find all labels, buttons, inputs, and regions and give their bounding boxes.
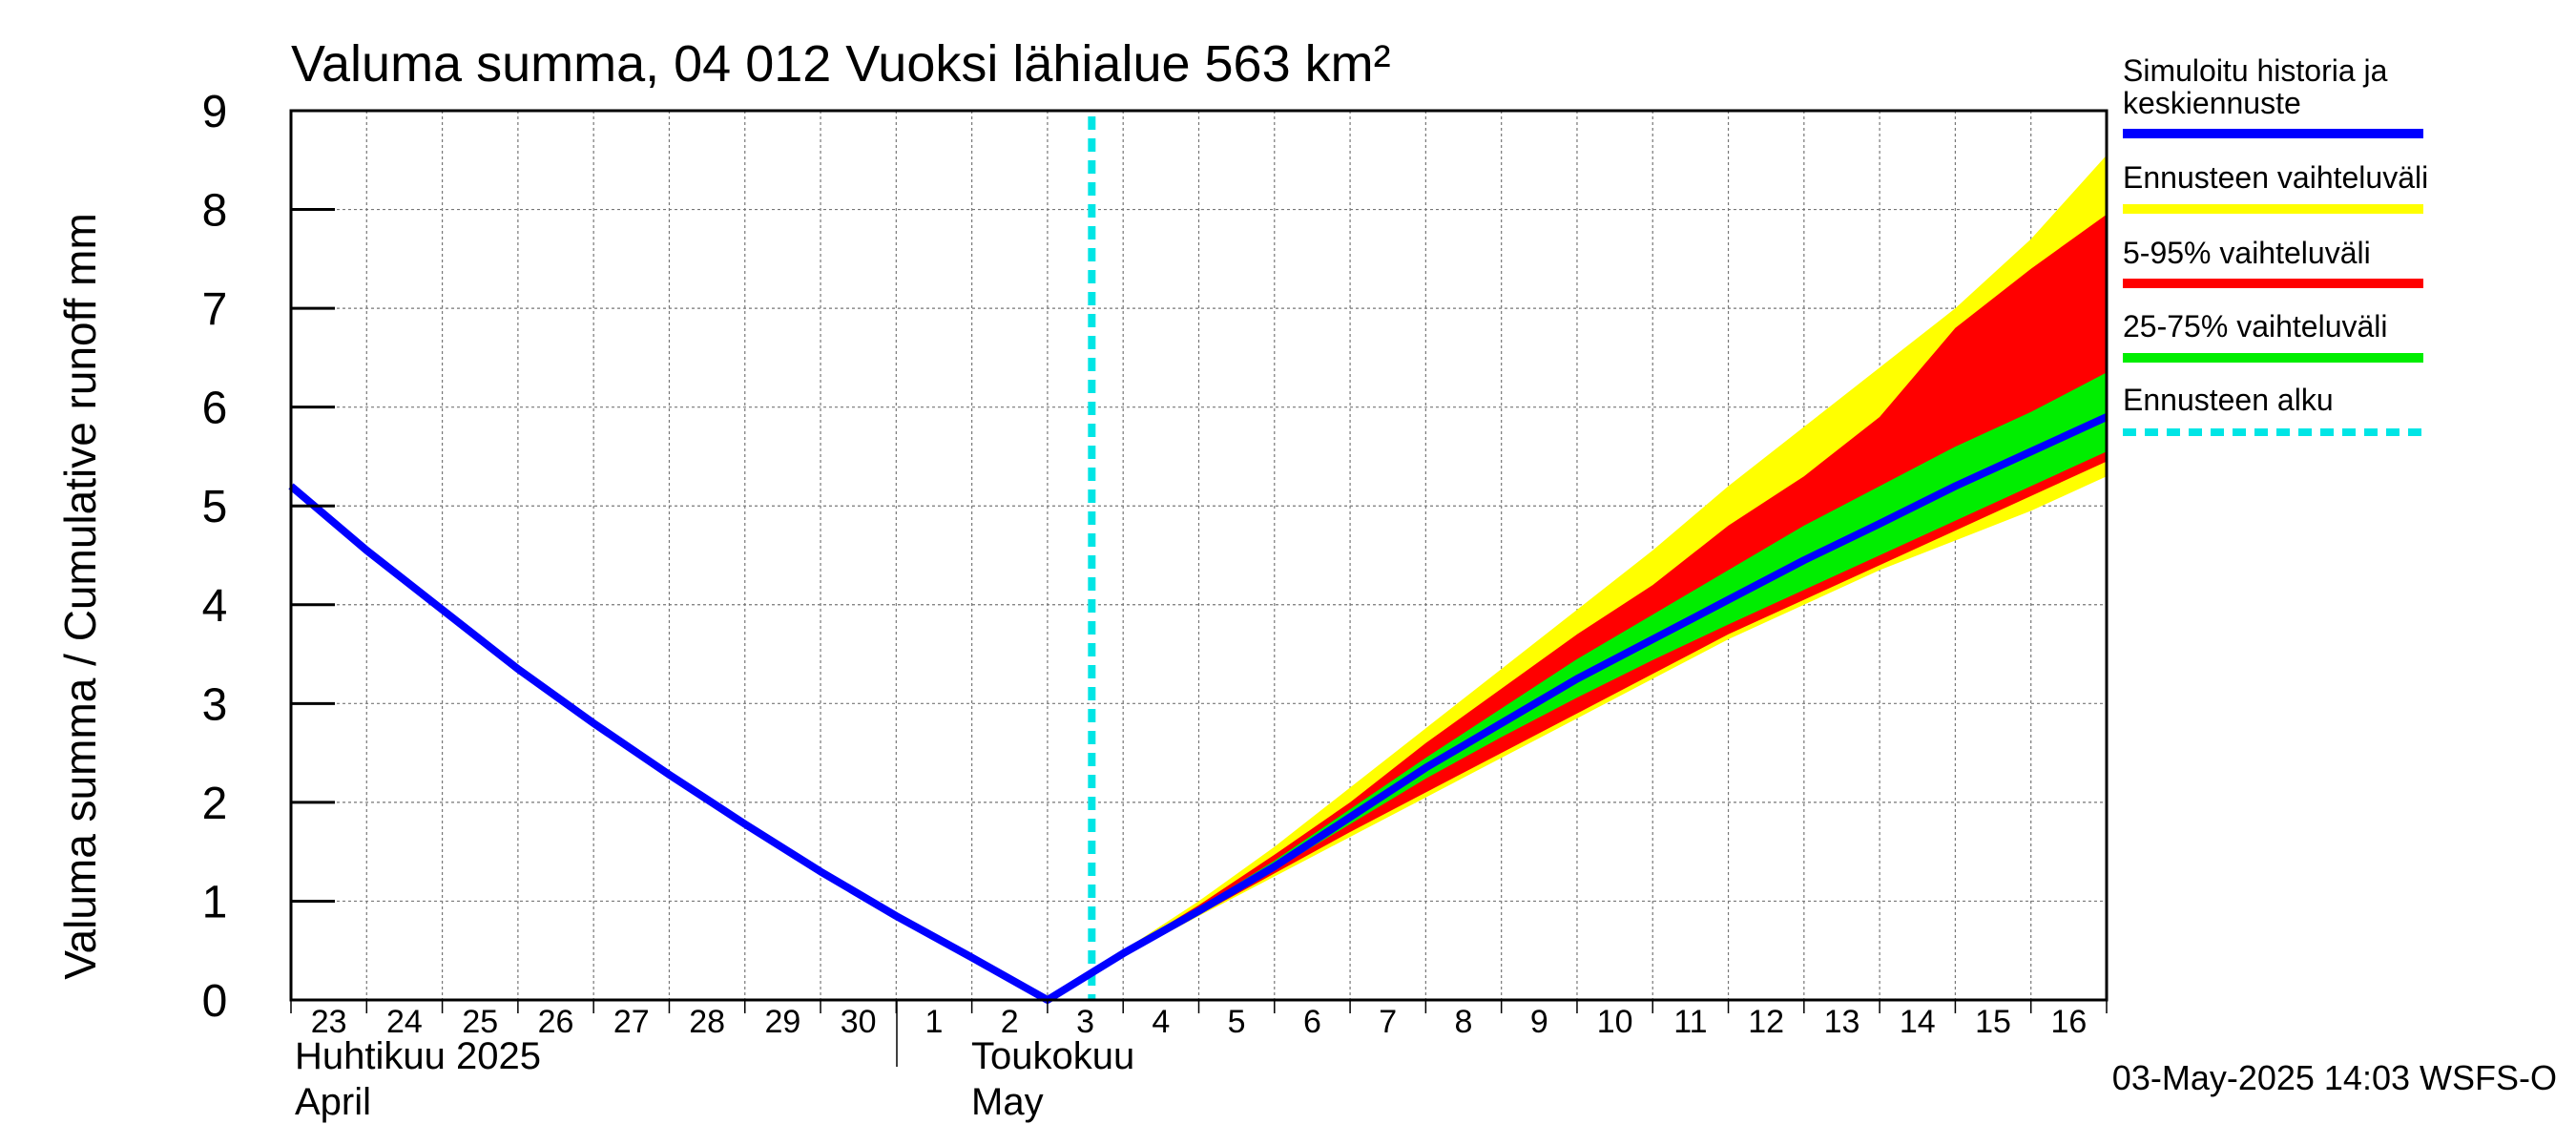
legend-label-25-75: 25-75% vaihteluväli <box>2123 309 2388 344</box>
month-labels: Huhtikuu 2025 April Toukokuu May <box>295 1000 1134 1123</box>
y-axis-label: Valuma summa / Cumulative runoff mm <box>55 213 105 980</box>
y-tick-label: 7 <box>202 284 228 335</box>
x-tick-label: 25 <box>462 1004 498 1040</box>
x-tick-label: 12 <box>1748 1004 1784 1040</box>
x-tick-label: 13 <box>1824 1004 1860 1040</box>
legend-label-5-95: 5-95% vaihteluväli <box>2123 236 2371 270</box>
month-label-april-fi: Huhtikuu 2025 <box>295 1035 541 1077</box>
grid-lines <box>291 111 2107 1000</box>
x-tick-label: 3 <box>1076 1004 1094 1040</box>
x-tick-label: 29 <box>764 1004 800 1040</box>
y-tick-label: 9 <box>202 87 228 137</box>
x-tick-label: 10 <box>1597 1004 1633 1040</box>
month-label-may-en: May <box>971 1081 1044 1123</box>
y-tick-label: 5 <box>202 482 228 532</box>
x-tick-label: 5 <box>1228 1004 1246 1040</box>
x-tick-label: 15 <box>1975 1004 2011 1040</box>
legend-label-history-line1: Simuloitu historia ja <box>2123 53 2388 88</box>
x-tick-label: 11 <box>1673 1004 1707 1040</box>
y-tick-label: 2 <box>202 779 228 829</box>
y-axis: 0 1 2 3 4 5 6 7 8 9 <box>202 87 335 1027</box>
y-tick-label: 1 <box>202 877 228 927</box>
x-tick-label: 28 <box>689 1004 725 1040</box>
x-tick-label: 9 <box>1530 1004 1548 1040</box>
legend-label-history-line2: keskiennuste <box>2123 86 2301 120</box>
x-tick-label: 6 <box>1303 1004 1321 1040</box>
plot-area <box>288 109 2109 1004</box>
series-lines <box>288 116 2109 1004</box>
x-tick-label: 23 <box>311 1004 347 1040</box>
x-tick-label: 26 <box>538 1004 574 1040</box>
x-tick-label: 4 <box>1152 1004 1170 1040</box>
x-tick-label: 16 <box>2050 1004 2087 1040</box>
y-tick-label: 3 <box>202 679 228 730</box>
x-tick-label: 24 <box>386 1004 423 1040</box>
x-tick-label: 27 <box>613 1004 650 1040</box>
chart-title: Valuma summa, 04 012 Vuoksi lähialue 563… <box>291 35 1391 93</box>
month-label-may-fi: Toukokuu <box>971 1035 1134 1077</box>
y-tick-label: 0 <box>202 976 228 1027</box>
series-line <box>288 413 2109 1004</box>
y-tick-label: 6 <box>202 384 228 434</box>
x-tick-label: 14 <box>1900 1004 1936 1040</box>
x-tick-label: 1 <box>925 1004 944 1040</box>
y-tick-label: 8 <box>202 186 228 237</box>
legend: Simuloitu historia ja keskiennuste Ennus… <box>2123 53 2428 436</box>
month-label-april-en: April <box>295 1081 371 1123</box>
x-tick-label: 30 <box>841 1004 877 1040</box>
legend-label-history: Simuloitu historia ja keskiennuste <box>2123 53 2396 120</box>
band-area <box>1047 214 2107 1000</box>
x-tick-label: 8 <box>1455 1004 1473 1040</box>
x-axis: 23 24 25 26 27 28 29 30 1 2 3 4 5 6 7 8 9 10 11 12 13 14 15 16 <box>290 1000 2108 1040</box>
legend-label-forecast-start: Ennusteen alku <box>2123 383 2334 417</box>
x-tick-label: 7 <box>1379 1004 1397 1040</box>
timestamp: 03-May-2025 14:03 WSFS-O <box>2112 1058 2557 1097</box>
y-tick-label: 4 <box>202 581 228 632</box>
legend-label-range: Ennusteen vaihteluväli <box>2123 160 2428 195</box>
x-tick-label: 2 <box>1001 1004 1019 1040</box>
